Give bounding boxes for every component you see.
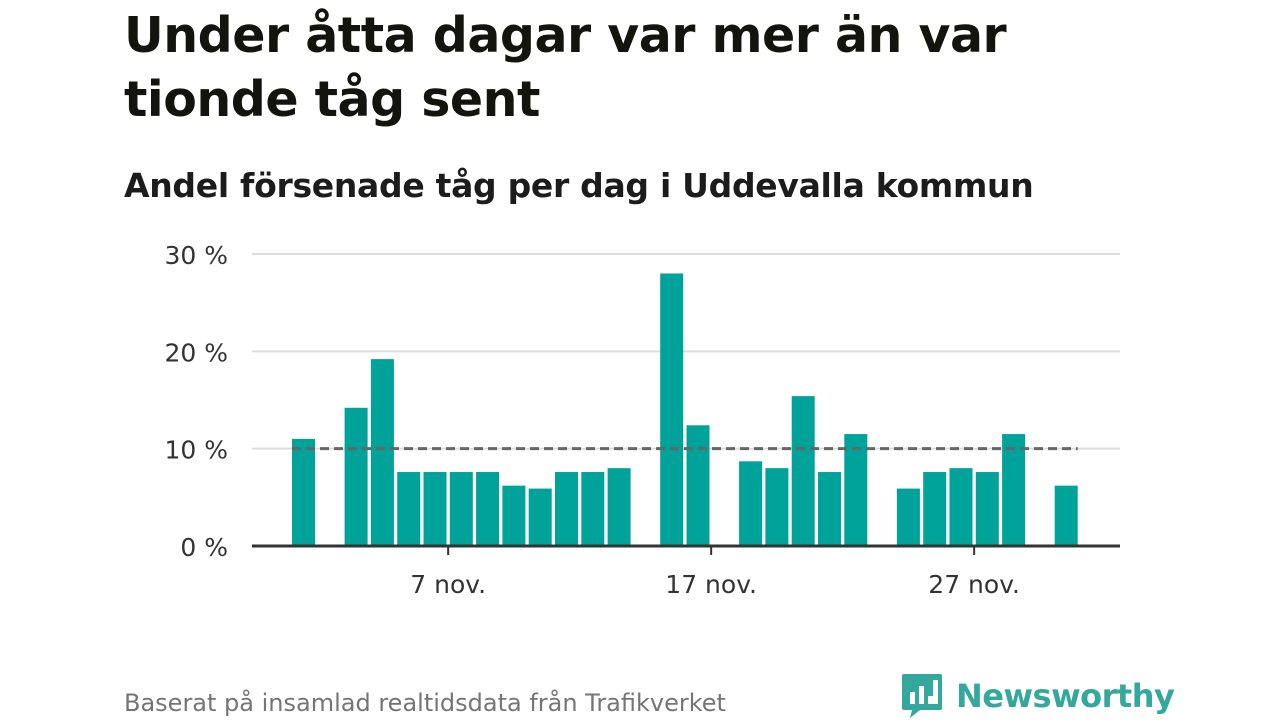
x-tick-label: 17 nov. xyxy=(665,570,757,599)
bar xyxy=(791,396,815,546)
bar xyxy=(397,472,421,546)
bar xyxy=(818,472,841,546)
bar xyxy=(555,472,578,546)
bar xyxy=(370,359,394,546)
bar xyxy=(528,488,552,546)
bars xyxy=(292,273,1078,546)
brand-logo-link[interactable]: Newsworthy xyxy=(900,670,1175,722)
bar xyxy=(449,472,473,546)
bar xyxy=(476,472,500,546)
y-tick-label: 0 % xyxy=(180,533,228,562)
chart-subtitle: Andel försenade tåg per dag i Uddevalla … xyxy=(124,166,1034,205)
source-note: Baserat på insamlad realtidsdata från Tr… xyxy=(124,689,726,717)
bar xyxy=(581,472,605,546)
bar xyxy=(423,472,447,546)
axes: 0 % 10 % 20 % 30 % 7 nov. 17 nov. 27 nov. xyxy=(164,241,1120,599)
bar xyxy=(923,472,947,546)
bar xyxy=(896,488,920,546)
newsworthy-logo-icon xyxy=(902,674,942,718)
bar xyxy=(1054,485,1078,546)
bar xyxy=(1002,434,1026,546)
bar xyxy=(607,468,631,546)
chart-title: Under åtta dagar var mer än var tionde t… xyxy=(124,7,1007,128)
y-tick-label: 10 % xyxy=(164,436,228,465)
bar xyxy=(686,425,710,546)
bar xyxy=(502,485,526,546)
x-tick-label: 27 nov. xyxy=(928,570,1020,599)
x-tick-label: 7 nov. xyxy=(410,570,486,599)
y-tick-label: 20 % xyxy=(164,338,228,367)
bar xyxy=(975,472,999,546)
bar xyxy=(739,461,763,546)
bar xyxy=(765,468,789,546)
bar xyxy=(844,434,868,546)
bar xyxy=(344,407,368,546)
bar xyxy=(949,468,973,546)
y-tick-label: 30 % xyxy=(164,241,228,270)
bar xyxy=(660,273,684,546)
bar xyxy=(292,438,315,546)
brand-name: Newsworthy xyxy=(956,677,1175,715)
